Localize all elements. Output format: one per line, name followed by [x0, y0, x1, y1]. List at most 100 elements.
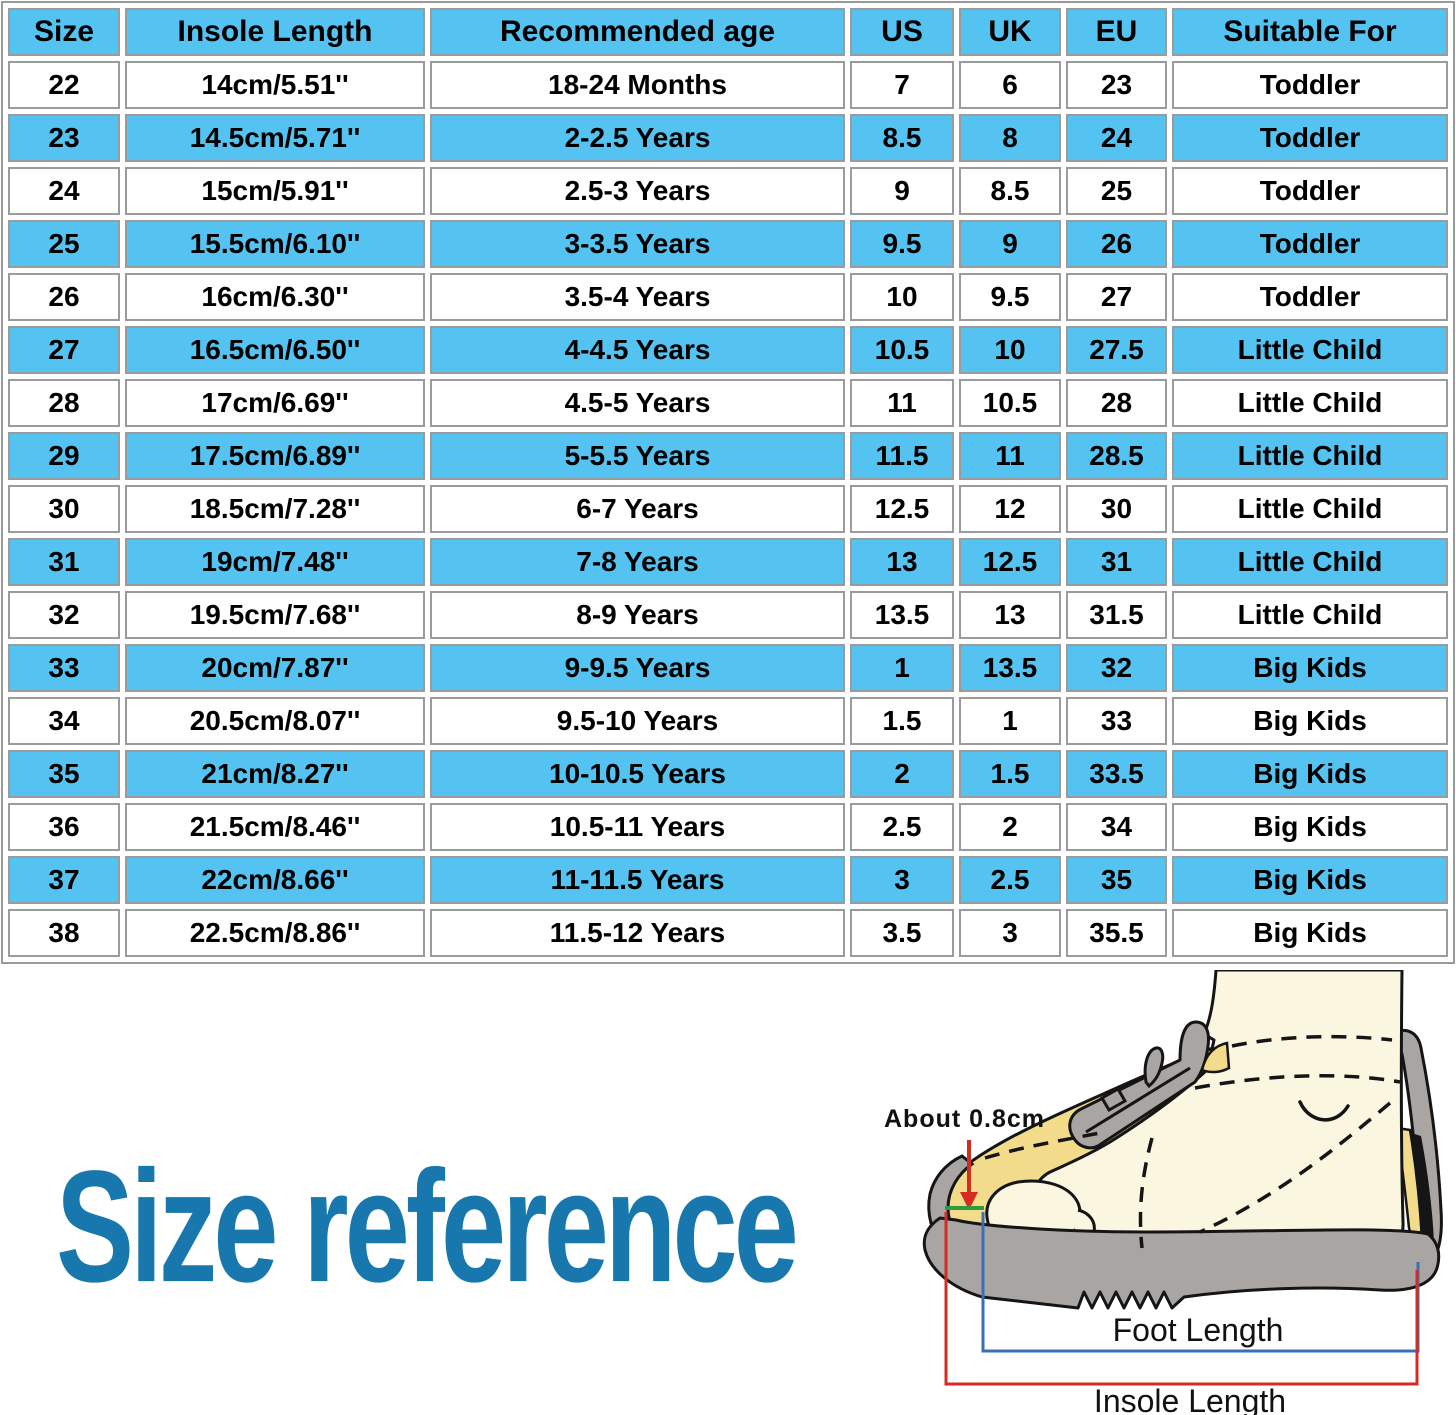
gap-annotation: About 0.8cm [884, 1105, 1045, 1133]
table-cell: 8-9 Years [430, 591, 845, 639]
table-cell: 4-4.5 Years [430, 326, 845, 374]
table-cell: 22cm/8.66'' [125, 856, 425, 904]
table-cell: 8 [959, 114, 1061, 162]
foot-dash-right [1199, 1101, 1392, 1234]
table-cell: Little Child [1172, 591, 1448, 639]
table-cell: 20cm/7.87'' [125, 644, 425, 692]
column-header-uk: UK [959, 8, 1061, 56]
strap-seam [1085, 1066, 1191, 1134]
column-header-insole-length: Insole Length [125, 8, 425, 56]
table-row: 26 16cm/6.30'' 3.5-4 Years 10 9.5 27 Toddler [8, 273, 1448, 321]
table-cell: Big Kids [1172, 909, 1448, 957]
foot-length-label: Foot Length [1113, 1312, 1284, 1348]
table-cell: 19.5cm/7.68'' [125, 591, 425, 639]
table-row: 35 21cm/8.27'' 10-10.5 Years 2 1.5 33.5 Big Ki… [8, 750, 1448, 798]
table-cell: 23 [1066, 61, 1167, 109]
table-cell: 19cm/7.48'' [125, 538, 425, 586]
table-cell: 9-9.5 Years [430, 644, 845, 692]
table-cell: 31.5 [1066, 591, 1167, 639]
column-header-us: US [850, 8, 954, 56]
table-cell: 27.5 [1066, 326, 1167, 374]
table-cell: 15cm/5.91'' [125, 167, 425, 215]
table-cell: Toddler [1172, 220, 1448, 268]
ankle-dash-lower [1194, 1074, 1401, 1090]
table-cell: 35 [8, 750, 120, 798]
table-cell: 21.5cm/8.46'' [125, 803, 425, 851]
table-cell: 17.5cm/6.89'' [125, 432, 425, 480]
table-cell: 2.5-3 Years [430, 167, 845, 215]
ankle-smile-line [1298, 1100, 1350, 1122]
table-cell: Big Kids [1172, 750, 1448, 798]
table-cell: 25 [8, 220, 120, 268]
table-cell: Little Child [1172, 326, 1448, 374]
table-cell: 16cm/6.30'' [125, 273, 425, 321]
size-reference-title: Size reference [56, 1136, 799, 1316]
insole-length-label: Insole Length [1094, 1383, 1286, 1415]
table-row: 28 17cm/6.69'' 4.5-5 Years 11 10.5 28 Little C… [8, 379, 1448, 427]
table-cell: Toddler [1172, 114, 1448, 162]
insole-length-bracket [944, 1212, 1419, 1386]
strap-buckle [1099, 1086, 1128, 1113]
table-cell: 13 [959, 591, 1061, 639]
table-cell: 9 [850, 167, 954, 215]
table-cell: 22 [8, 61, 120, 109]
table-cell: 26 [1066, 220, 1167, 268]
table-cell: 29 [8, 432, 120, 480]
table-cell: 23 [8, 114, 120, 162]
table-cell: 9.5 [850, 220, 954, 268]
table-cell: 35 [1066, 856, 1167, 904]
collar-yellow [1200, 1041, 1231, 1074]
front-strap [1068, 1020, 1210, 1150]
size-table: Size Insole Length Recommended age US UK… [1, 1, 1455, 964]
table-cell: Little Child [1172, 379, 1448, 427]
table-cell: 14cm/5.51'' [125, 61, 425, 109]
table-cell: 11.5 [850, 432, 954, 480]
table-cell: 9.5 [959, 273, 1061, 321]
table-cell: 11 [850, 379, 954, 427]
table-cell: 10.5 [850, 326, 954, 374]
table-row: 29 17.5cm/6.89'' 5-5.5 Years 11.5 11 28.5 Litt… [8, 432, 1448, 480]
table-cell: 10 [850, 273, 954, 321]
table-cell: Little Child [1172, 485, 1448, 533]
column-header-size: Size [8, 8, 120, 56]
table-cell: 32 [1066, 644, 1167, 692]
table-row: 38 22.5cm/8.86'' 11.5-12 Years 3.5 3 35.5 Big … [8, 909, 1448, 957]
table-cell: 1 [959, 697, 1061, 745]
table-cell: 18.5cm/7.28'' [125, 485, 425, 533]
table-cell: 24 [1066, 114, 1167, 162]
table-row: 25 15.5cm/6.10'' 3-3.5 Years 9.5 9 26 Toddler [8, 220, 1448, 268]
table-cell: 32 [8, 591, 120, 639]
table-cell: 3.5 [850, 909, 954, 957]
table-cell: 22.5cm/8.86'' [125, 909, 425, 957]
table-cell: 26 [8, 273, 120, 321]
table-row: 32 19.5cm/7.68'' 8-9 Years 13.5 13 31.5 Little… [8, 591, 1448, 639]
table-cell: 12.5 [850, 485, 954, 533]
table-cell: 28 [1066, 379, 1167, 427]
table-cell: 4.5-5 Years [430, 379, 845, 427]
table-cell: Toddler [1172, 273, 1448, 321]
table-cell: 36 [8, 803, 120, 851]
table-cell: 14.5cm/5.71'' [125, 114, 425, 162]
table-cell: 12.5 [959, 538, 1061, 586]
table-cell: Big Kids [1172, 644, 1448, 692]
table-cell: 10.5-11 Years [430, 803, 845, 851]
table-cell: 33 [8, 644, 120, 692]
table-cell: 7-8 Years [430, 538, 845, 586]
table-cell: 28 [8, 379, 120, 427]
gap-arrow-head [960, 1192, 978, 1210]
table-cell: Big Kids [1172, 856, 1448, 904]
table-cell: Little Child [1172, 538, 1448, 586]
table-cell: 3 [850, 856, 954, 904]
table-cell: 2-2.5 Years [430, 114, 845, 162]
table-cell: 11-11.5 Years [430, 856, 845, 904]
ankle-dash-upper [1231, 1034, 1393, 1048]
table-cell: 8.5 [959, 167, 1061, 215]
table-cell: Big Kids [1172, 803, 1448, 851]
table-row: 36 21.5cm/8.46'' 10.5-11 Years 2.5 2 34 Big Ki… [8, 803, 1448, 851]
table-row: 23 14.5cm/5.71'' 2-2.5 Years 8.5 8 24 Toddler [8, 114, 1448, 162]
table-row: 22 14cm/5.51'' 18-24 Months 7 6 23 Toddler [8, 61, 1448, 109]
column-header-eu: EU [1066, 8, 1167, 56]
table-row: 30 18.5cm/7.28'' 6-7 Years 12.5 12 30 Little C… [8, 485, 1448, 533]
table-cell: Toddler [1172, 167, 1448, 215]
